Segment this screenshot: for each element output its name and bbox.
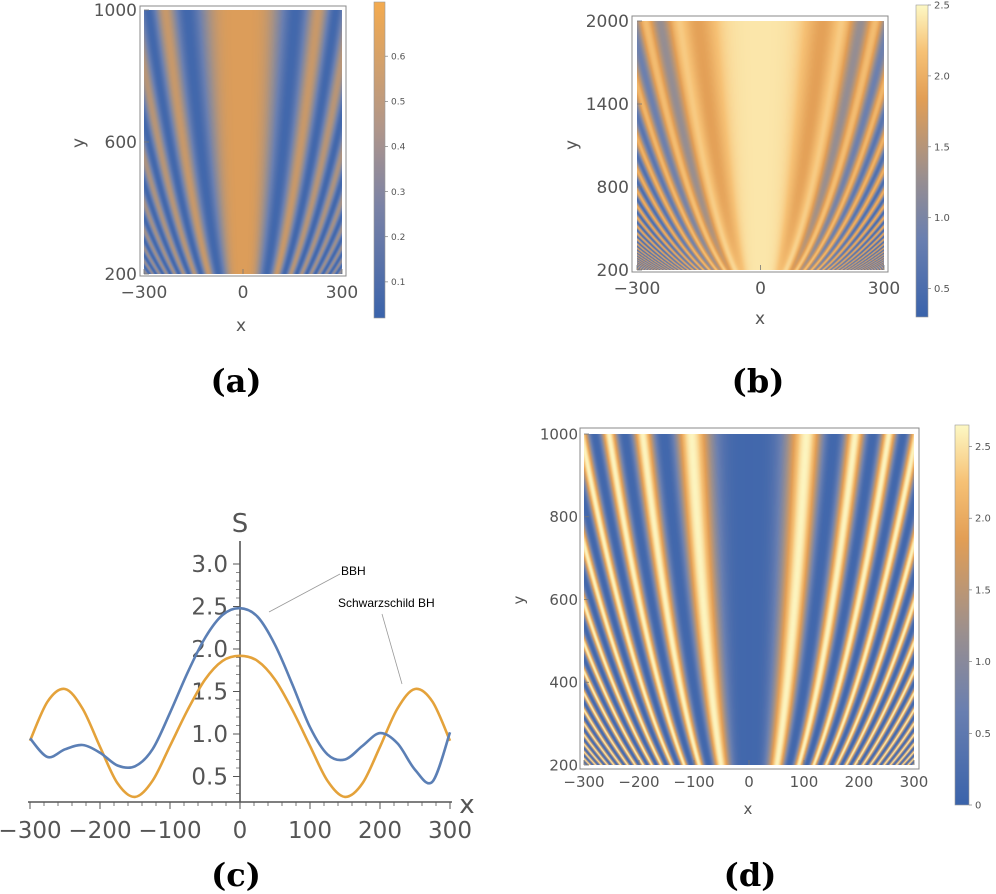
- annotation-bbh: BBH: [341, 564, 366, 578]
- y-tick-label: 0.5: [191, 765, 228, 791]
- colorbar-tick-label: 0.2: [391, 233, 405, 243]
- panel-b-heatmap: [637, 21, 884, 270]
- x-tick-label: 100: [790, 773, 819, 791]
- colorbar-tick-label: 2.5: [975, 442, 991, 453]
- x-tick-label: 0: [744, 773, 754, 791]
- panel-d-heatmap: [584, 434, 914, 765]
- y-tick-label: 1400: [586, 95, 629, 115]
- panel-d-xlabel: x: [744, 800, 753, 818]
- panel-a-caption: (a): [210, 362, 261, 400]
- x-tick-label: 300: [326, 283, 358, 303]
- colorbar-tick-label: 1.0: [934, 213, 950, 224]
- panel-a-ylabel: y: [69, 138, 89, 148]
- panel-c-xlabel: x: [459, 790, 474, 820]
- panel-d-ticks: −300 −200 −100 0 100 200 300 200 400 600 800 1000: [540, 425, 929, 791]
- x-tick-label: −200: [618, 773, 659, 791]
- panel-a-heatmap: [144, 10, 342, 274]
- colorbar-tick-label: 0.5: [391, 97, 405, 107]
- x-tick-label: −100: [138, 818, 201, 844]
- panel-b-xlabel: x: [755, 309, 765, 329]
- y-tick-label: 1000: [540, 425, 578, 443]
- x-tick-label: 200: [358, 818, 402, 844]
- x-tick-label: −300: [121, 283, 168, 303]
- colorbar-tick-label: 0.3: [391, 188, 405, 198]
- panel-a-frame: [139, 5, 347, 277]
- x-tick-label: −300: [0, 818, 62, 844]
- x-tick-label: 100: [288, 818, 332, 844]
- y-tick-label: 600: [549, 591, 578, 609]
- panel-a-ticks: −300 0 300 200 600 1000: [94, 1, 358, 303]
- y-tick-label: 200: [549, 756, 578, 774]
- bbh-line: [29, 606, 452, 785]
- x-tick-label: −100: [673, 773, 714, 791]
- y-tick-label: 2.0: [191, 637, 228, 663]
- colorbar-tick-label: 1.5: [975, 585, 991, 596]
- annotation-schwarzschild: Schwarzschild BH: [338, 596, 435, 610]
- panel-c: −300 −200 −100 0 100 200 3000.51.01.52.02.53.0…: [0, 509, 475, 894]
- panel-b-frame: [631, 15, 889, 273]
- x-tick-label: −300: [563, 773, 604, 791]
- y-tick-label: 1.0: [191, 722, 228, 748]
- y-tick-label: 400: [549, 674, 578, 692]
- x-tick-label: 200: [845, 773, 874, 791]
- annotation-bbh-leader: [268, 573, 341, 613]
- panel-b-colorbar-ticks: 0.5 1.0 1.5 2.0 2.5: [928, 1, 950, 295]
- panel-b-colorbar: [915, 4, 929, 318]
- panel-d-ylabel: y: [510, 595, 528, 604]
- colorbar-tick-label: 0.1: [391, 278, 405, 288]
- y-tick-label: 800: [549, 508, 578, 526]
- panel-d-frame: [579, 427, 920, 770]
- colorbar-tick-label: 0.6: [391, 52, 406, 62]
- x-tick-label: −300: [614, 279, 661, 299]
- y-tick-label: 600: [105, 133, 137, 153]
- x-tick-label: 300: [428, 818, 472, 844]
- colorbar-tick-label: 0.4: [391, 143, 406, 153]
- colorbar-tick-label: 2.0: [975, 514, 991, 525]
- colorbar-tick-label: 2.0: [934, 71, 950, 82]
- colorbar-tick-label: 0.5: [934, 284, 950, 295]
- panel-d-colorbar-ticks: 0 0.5 1.0 1.5 2.0 2.5: [969, 442, 991, 812]
- panel-a-xlabel: x: [236, 316, 246, 336]
- panel-b: −300 0 300 200 800 1400 2000 x y 0.5 1.0 1.5 2.0 2…: [562, 1, 950, 401]
- x-tick-label: 300: [868, 279, 900, 299]
- panel-a-colorbar-ticks: 0.1 0.2 0.3 0.4 0.5 0.6: [385, 52, 406, 288]
- schwarzschild-line: [28, 654, 452, 799]
- x-tick-label: 0: [755, 279, 766, 299]
- colorbar-tick-label: 2.5: [934, 1, 950, 12]
- panel-b-ticks: −300 0 300 200 800 1400 2000: [586, 12, 900, 299]
- panel-d: −300 −200 −100 0 100 200 300 200 400 600 800 1000 x…: [510, 424, 991, 894]
- y-tick-label: 200: [597, 261, 629, 281]
- colorbar-tick-label: 1.5: [934, 142, 950, 153]
- panel-d-caption: (d): [724, 856, 777, 894]
- panel-d-colorbar: [954, 424, 970, 806]
- panel-c-ylabel: S: [232, 509, 249, 539]
- x-tick-label: 0: [238, 283, 249, 303]
- y-tick-label: 800: [597, 178, 629, 198]
- annotation-schwarzschild-leader: [381, 613, 403, 685]
- y-tick-label: 1000: [94, 1, 137, 21]
- x-tick-label: 300: [900, 773, 929, 791]
- x-tick-label: 0: [233, 818, 248, 844]
- y-tick-label: 200: [105, 265, 137, 285]
- colorbar-tick-label: 0: [975, 801, 981, 812]
- panel-b-ylabel: y: [562, 140, 582, 150]
- panel-c-lines: [28, 606, 452, 799]
- panel-c-caption: (c): [211, 856, 261, 894]
- colorbar-tick-label: 1.0: [975, 657, 991, 668]
- x-tick-label: −200: [68, 818, 131, 844]
- panel-a-colorbar: [373, 1, 386, 319]
- y-tick-label: 2000: [586, 12, 629, 32]
- y-tick-label: 3.0: [191, 552, 228, 578]
- colorbar-tick-label: 0.5: [975, 729, 991, 740]
- panel-b-caption: (b): [732, 362, 785, 400]
